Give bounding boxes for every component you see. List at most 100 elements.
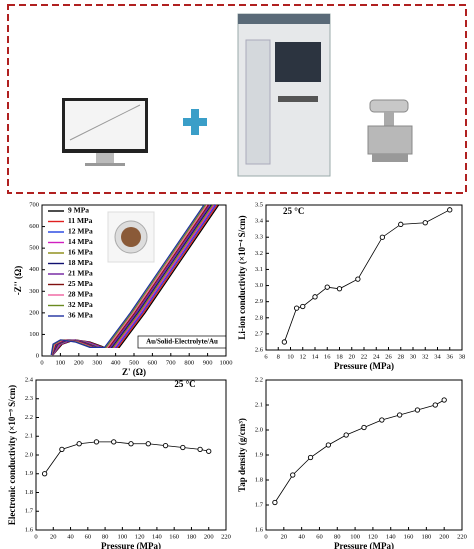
data-point (379, 234, 386, 240)
legend-label: 9 MPa (68, 206, 89, 215)
x-tick-label: 30 (410, 353, 417, 360)
data-point (281, 339, 288, 345)
x-tick-label: 120 (135, 533, 145, 540)
annotation: Au/Solid-Electrolyte/Au (146, 338, 218, 346)
x-tick-label: 60 (316, 533, 323, 540)
y-tick-label: 2.3 (25, 395, 33, 402)
x-tick-label: 38 (459, 353, 466, 360)
x-tick-label: 900 (203, 359, 213, 366)
x-tick-label: 40 (67, 533, 74, 540)
data-point (361, 424, 367, 431)
y-tick-label: 2.2 (255, 376, 263, 383)
x-tick-label: 18 (336, 353, 343, 360)
y-tick-label: 500 (29, 245, 39, 252)
y-tick-label: 1.6 (255, 526, 264, 533)
y-tick-label: 3.3 (255, 234, 263, 241)
x-tick-label: 220 (221, 533, 231, 540)
x-tick-label: 200 (439, 533, 449, 540)
x-tick-label: 700 (166, 359, 176, 366)
x-tick-label: 10 (287, 353, 294, 360)
x-tick-label: 0 (40, 359, 43, 366)
x-tick-label: 220 (457, 533, 467, 540)
x-tick-label: 1000 (220, 359, 233, 366)
data-point (414, 407, 421, 413)
annotation: 25 °C (174, 379, 195, 389)
x-tick-label: 400 (111, 359, 121, 366)
data-point (312, 294, 318, 300)
x-tick-label: 34 (434, 353, 441, 360)
press-body (367, 125, 413, 155)
x-tick-label: 180 (421, 533, 431, 540)
data-point (111, 439, 117, 445)
y-tick-label: 100 (29, 331, 39, 338)
plot-frame (265, 379, 463, 531)
data-point (422, 220, 428, 226)
legend-label: 32 MPa (68, 300, 93, 309)
x-tick-label: 100 (56, 359, 66, 366)
data-point (447, 207, 453, 213)
x-tick-label: 300 (92, 359, 102, 366)
y-tick-label: 2.2 (25, 414, 33, 421)
x-axis-label: Pressure (MPa) (334, 541, 394, 549)
x-tick-label: 8 (277, 353, 280, 360)
x-tick-label: 100 (117, 533, 127, 540)
y-tick-label: 2.9 (255, 298, 263, 305)
x-tick-label: 12 (300, 353, 307, 360)
y-tick-label: 2.0 (255, 426, 263, 433)
y-tick-label: 3.4 (255, 218, 264, 225)
annotation-box (137, 335, 227, 349)
x-tick-label: 20 (281, 533, 288, 540)
x-tick-label: 24 (373, 353, 380, 360)
y-tick-label: 2.7 (255, 330, 264, 337)
y-tick-label: 2.4 (25, 376, 34, 383)
y-tick-label: 2.1 (255, 401, 263, 408)
x-tick-label: 40 (298, 533, 305, 540)
data-point (41, 471, 48, 477)
data-point (441, 397, 447, 403)
data-point (206, 448, 212, 454)
legend-label: 28 MPa (68, 290, 93, 299)
y-tick-label: 3.1 (255, 266, 263, 273)
x-tick-label: 500 (129, 359, 139, 366)
data-point (197, 446, 203, 453)
y-tick-label: 1.6 (25, 526, 34, 533)
legend-label: 14 MPa (68, 237, 93, 246)
monitor-base (85, 163, 125, 166)
plot-frame (265, 204, 463, 351)
x-tick-label: 6 (264, 353, 268, 360)
x-tick-label: 32 (422, 353, 429, 360)
data-point (396, 412, 403, 418)
data-point (379, 417, 385, 423)
data-point (59, 446, 65, 453)
x-tick-label: 14 (312, 353, 319, 360)
equipment-panel (7, 4, 467, 194)
y-tick-label: 1.7 (25, 508, 34, 515)
y-tick-label: 400 (29, 266, 39, 273)
data-point (180, 444, 186, 451)
y-tick-label: 1.8 (255, 476, 263, 483)
y-tick-label: 1.8 (25, 489, 33, 496)
x-tick-label: 120 (368, 533, 378, 540)
y-tick-label: 2.8 (255, 314, 263, 321)
x-tick-label: 180 (187, 533, 197, 540)
y-tick-label: 200 (29, 309, 39, 316)
plus-icon (183, 109, 207, 135)
x-tick-label: 20 (349, 353, 356, 360)
press-base (372, 154, 408, 162)
legend-label: 12 MPa (68, 227, 93, 236)
data-point (432, 402, 438, 408)
y-tick-label: 300 (29, 288, 39, 295)
legend-label: 16 MPa (68, 248, 93, 257)
machine-top (238, 14, 330, 24)
x-tick-label: 20 (50, 533, 57, 540)
x-tick-label: 22 (361, 353, 368, 360)
legend-label: 36 MPa (68, 311, 93, 320)
x-tick-label: 0 (264, 533, 267, 540)
x-tick-label: 600 (148, 359, 158, 366)
y-tick-label: 1.7 (255, 501, 264, 508)
x-tick-label: 200 (74, 359, 84, 366)
data-point (307, 454, 314, 461)
y-tick-label: 700 (29, 201, 39, 208)
dashed-frame (7, 4, 467, 194)
x-tick-label: 26 (385, 353, 392, 360)
